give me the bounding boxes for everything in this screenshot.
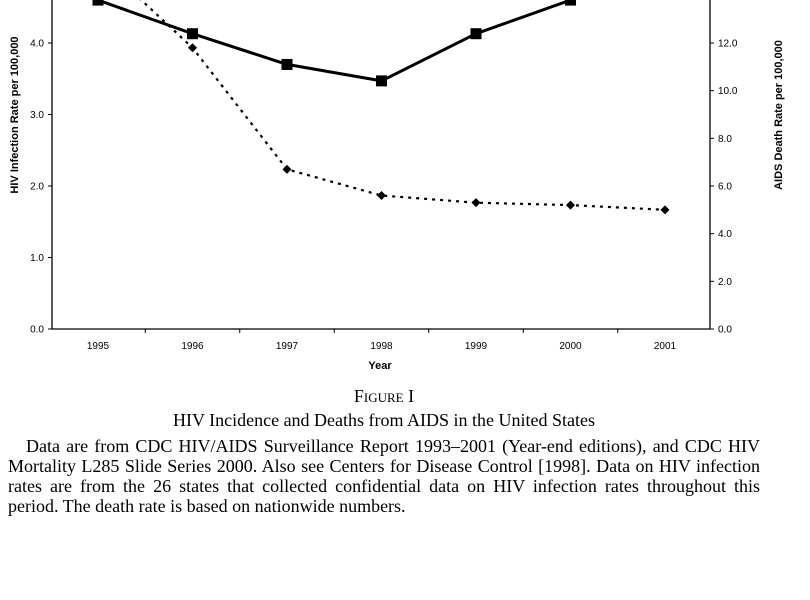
x-tick-label: 1999: [465, 341, 488, 352]
aids-death-rate-point: [566, 200, 575, 210]
hiv-infection-rate-point: [187, 28, 198, 40]
hiv-infection-rate-point: [376, 75, 387, 87]
left-tick-label: 2.0: [30, 182, 44, 193]
left-axis-title: HIV Infection Rate per 100,000: [9, 36, 21, 193]
aids-death-rate-point: [377, 191, 386, 201]
left-tick-label: 4.0: [30, 39, 44, 50]
right-tick-label: 4.0: [718, 229, 732, 240]
right-axis-title: AIDS Death Rate per 100,000: [773, 40, 785, 190]
aids-death-rate-point: [282, 164, 292, 174]
left-tick-label: 0.0: [30, 325, 44, 336]
figure-note: Data are from CDC HIV/AIDS Surveillance …: [8, 436, 760, 516]
x-tick-label: 2000: [559, 341, 582, 352]
x-tick-label: 2001: [654, 341, 677, 352]
aids-death-rate-point: [188, 43, 197, 53]
hiv-infection-rate-point: [565, 0, 576, 6]
hiv-infection-rate-point: [92, 0, 104, 6]
x-axis-title: Year: [368, 360, 392, 372]
aids-death-rate-point: [660, 205, 670, 215]
left-tick-label: 1.0: [30, 253, 44, 264]
hiv-infection-rate-point: [281, 58, 293, 70]
dual-axis-line-chart: 0.0 1.0 2.0 3.0 4.0 0.0 2.0 4.0 6.0 8.0 10.0 12.0 19…: [9, 0, 785, 372]
right-tick-label: 12.0: [718, 39, 738, 50]
x-tick-label: 1997: [276, 341, 299, 352]
x-tick-label: 1998: [370, 341, 393, 352]
hiv-infection-rate-point: [470, 28, 482, 40]
aids-death-rate-point: [471, 198, 481, 208]
right-tick-label: 6.0: [718, 182, 732, 193]
figure-title: HIV Incidence and Deaths from AIDS in th…: [172, 410, 596, 430]
right-tick-label: 10.0: [718, 86, 738, 97]
x-tick-label: 1996: [181, 341, 204, 352]
left-tick-label: 3.0: [30, 110, 44, 121]
figure-label: Figure I: [353, 386, 415, 406]
right-tick-label: 0.0: [718, 325, 732, 336]
right-tick-label: 8.0: [718, 134, 732, 145]
x-tick-label: 1995: [87, 341, 110, 352]
hiv-infection-rate-line: [97, 0, 572, 83]
right-tick-label: 2.0: [718, 277, 732, 288]
